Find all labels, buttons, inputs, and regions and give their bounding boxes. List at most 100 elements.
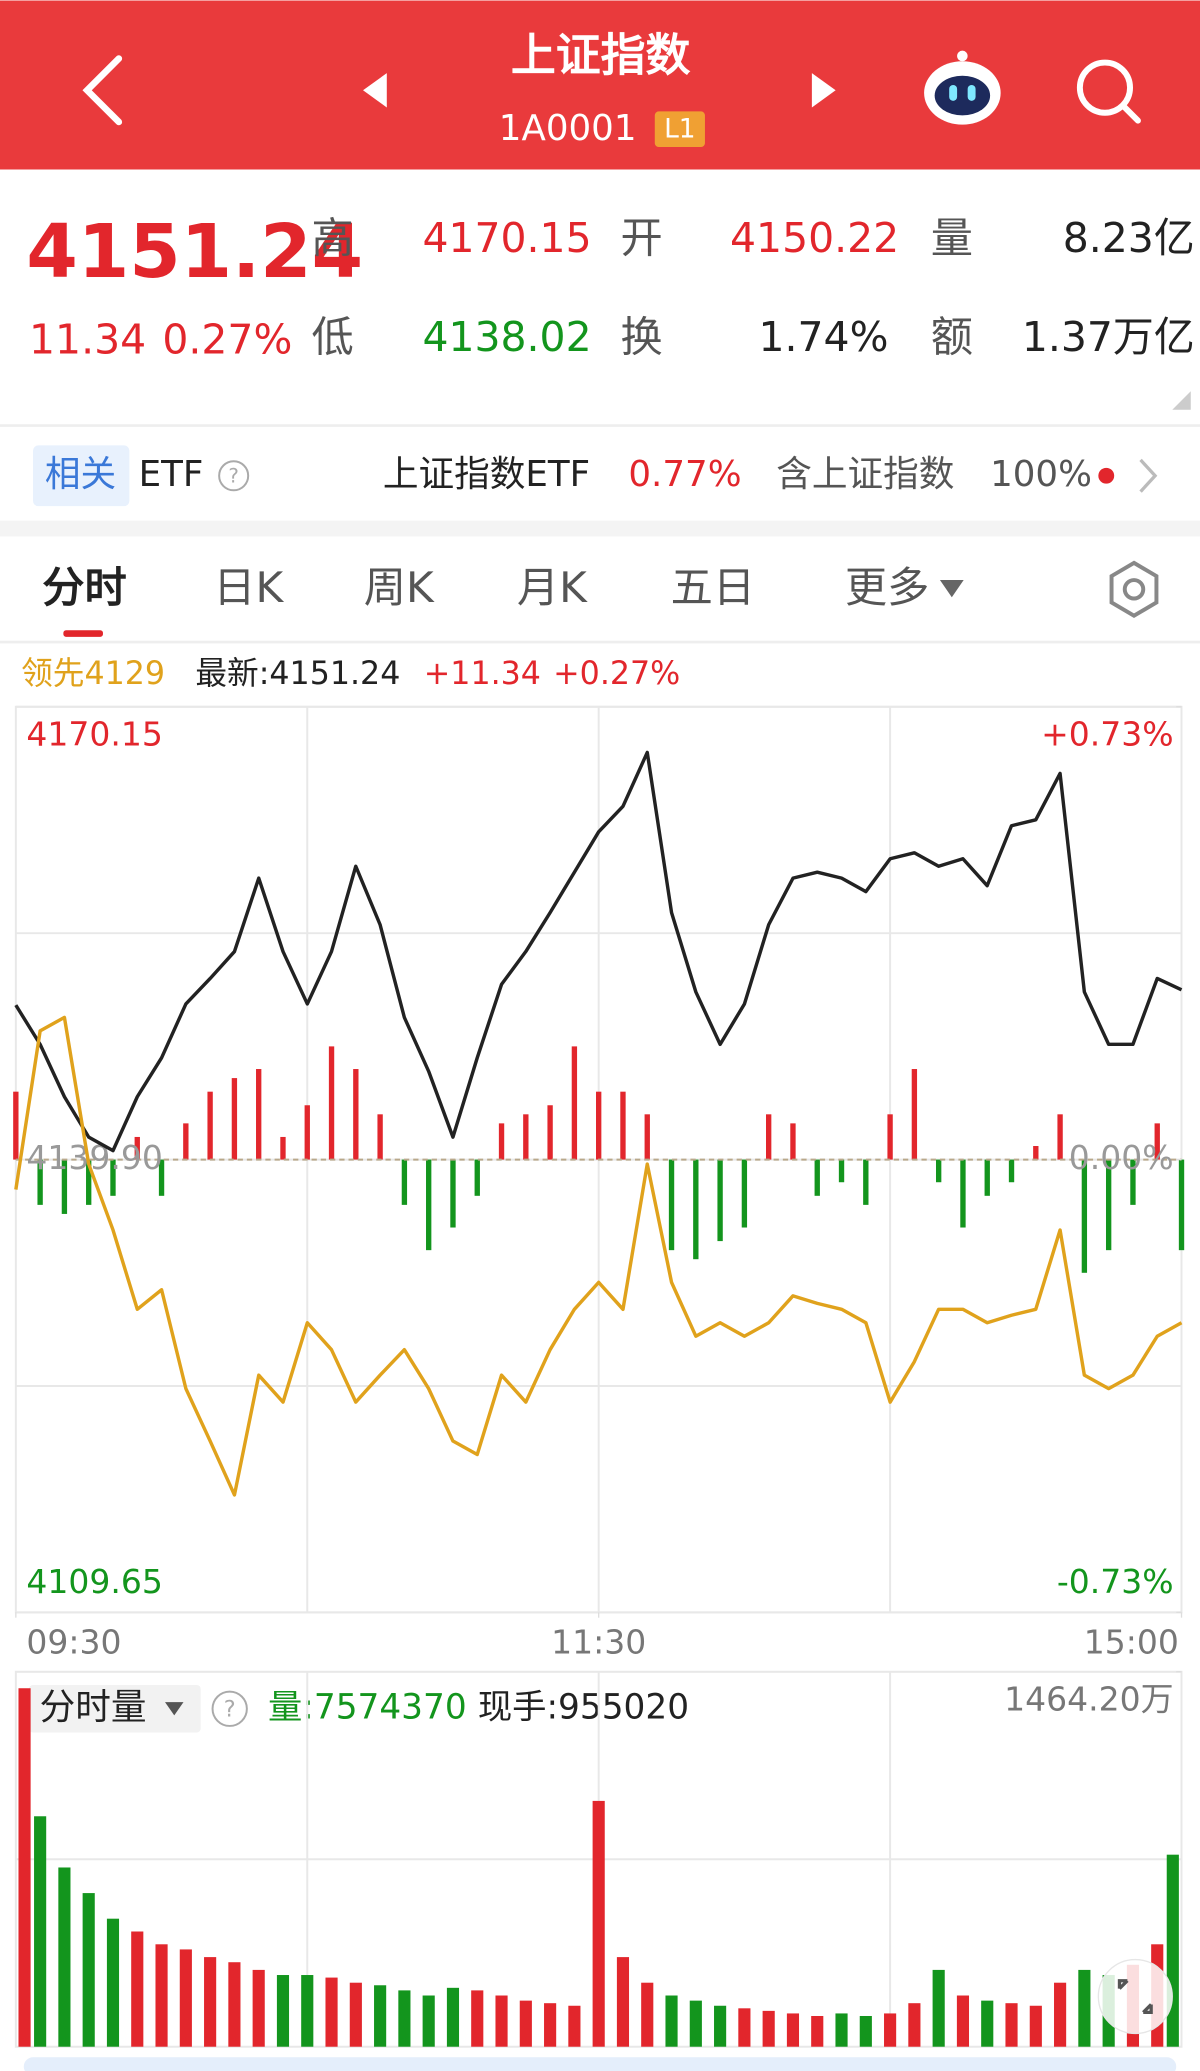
volume-bar: [592, 1800, 605, 2047]
x-tick-label: 09:30: [26, 1623, 121, 1662]
strength-bar: [620, 1091, 626, 1160]
help-icon[interactable]: [211, 1690, 248, 1727]
field-value: 8.23亿: [1063, 214, 1195, 262]
help-icon: [218, 460, 250, 492]
latest-info: 最新:4151.24: [195, 656, 400, 692]
volume-bar: [58, 1867, 71, 2047]
strength-bar: [280, 1136, 286, 1160]
volume-bar: [446, 1987, 460, 2047]
strength-bar: [256, 1069, 262, 1160]
strength-bar: [863, 1159, 869, 1205]
price: 4151.24: [26, 209, 363, 295]
header-bar: [0, 0, 1200, 170]
volume-bar: [1078, 1969, 1091, 2047]
expand-corner[interactable]: [1172, 391, 1191, 410]
field-label: 量: [931, 213, 973, 262]
strength-bar: [231, 1078, 238, 1160]
strength-bar: [450, 1159, 456, 1228]
price-line: [14, 750, 1183, 1153]
robot-antenna: [957, 50, 968, 62]
volume-bar: [422, 1995, 435, 2047]
search-button[interactable]: [1076, 59, 1141, 124]
tab[interactable]: 分时: [42, 563, 126, 612]
y-tick-label: 4139.90: [26, 1138, 162, 1177]
strength-bar: [960, 1159, 966, 1228]
strength-bar: [1008, 1159, 1015, 1183]
settings-hex: [1109, 560, 1159, 618]
chevron: [1139, 458, 1158, 493]
volume-bar: [786, 2013, 800, 2047]
settings-button[interactable]: [1109, 560, 1159, 618]
tab[interactable]: 月K: [517, 563, 588, 612]
prev-button[interactable]: [363, 73, 387, 108]
strength-bar: [1130, 1159, 1136, 1205]
volume-bar: [82, 1893, 95, 2047]
volume-bar: [495, 1995, 508, 2047]
next-button[interactable]: [811, 73, 836, 108]
price-line: [14, 1015, 1183, 1497]
field-value: 4138.02: [422, 313, 591, 361]
tab[interactable]: 周K: [364, 563, 435, 612]
strength-bar: [37, 1159, 43, 1205]
volume-bar: [932, 1969, 945, 2047]
back-button[interactable]: [82, 55, 123, 126]
strength-bar: [1057, 1114, 1063, 1160]
robot-icon[interactable]: [924, 50, 1001, 125]
volume-bar: [106, 1918, 120, 2047]
volume-bar: [519, 2000, 532, 2047]
strength-bar: [1178, 1159, 1185, 1251]
strength-bar: [838, 1159, 845, 1183]
volume-bar: [641, 1982, 654, 2047]
tag-bg: [33, 445, 130, 507]
selector-arrow: [165, 1702, 184, 1716]
spacer: [0, 520, 1200, 537]
field-label: 低: [312, 312, 354, 361]
volume-bar: [689, 2000, 702, 2047]
field-label: 高: [312, 213, 354, 262]
volume-bar: [884, 2013, 897, 2047]
etf-row[interactable]: 相关 ETF ? 上证指数ETF 0.77% 含上证指数 100%: [33, 445, 1158, 507]
volume-bar: [544, 2003, 557, 2047]
robot-eye: [967, 85, 976, 101]
strength-bar: [474, 1159, 480, 1196]
strength-bar: [644, 1114, 650, 1160]
volume-bar: [835, 2013, 848, 2047]
y2-tick-label: +0.73%: [1041, 714, 1173, 753]
strength-bar: [766, 1114, 772, 1160]
robot-eye: [949, 85, 958, 101]
volume-bar: [665, 1995, 678, 2047]
strength-bar: [741, 1159, 748, 1228]
volume-title: 分时量: [40, 1687, 147, 1728]
strength-bar: [61, 1159, 68, 1214]
fullscreen-button[interactable]: [1097, 1958, 1173, 2035]
strength-bar: [13, 1091, 19, 1160]
volume-bar: [908, 2003, 921, 2047]
strength-bar: [935, 1159, 942, 1183]
volume-bar: [1054, 1982, 1067, 2047]
strength-bar: [668, 1159, 675, 1251]
volume-bar: [398, 1990, 411, 2047]
strength-bar: [596, 1091, 602, 1160]
volume-bar: [204, 1957, 217, 2047]
volume-bar: [738, 2008, 751, 2047]
tab[interactable]: 更多: [845, 563, 929, 612]
tab[interactable]: 五日: [671, 563, 755, 612]
strength-bar: [814, 1159, 820, 1196]
robot-face: [934, 75, 991, 116]
strength-bar: [86, 1159, 92, 1205]
strength-bar: [353, 1069, 359, 1160]
fullscreen-arrows: [1117, 1979, 1153, 2015]
volume-bar: [252, 1969, 265, 2047]
fullscreen-bg: [1097, 1958, 1173, 2035]
strength-bar: [401, 1159, 408, 1205]
volume-bar: [1005, 2003, 1018, 2047]
y2-tick-label: 0.00%: [1069, 1138, 1174, 1177]
volume-selector-bg[interactable]: [29, 1685, 201, 1733]
tab[interactable]: 日K: [213, 563, 284, 612]
bottom-bar: [23, 2057, 1177, 2071]
tab-bar: 分时 日K 周K 月K 五日 更多: [42, 563, 929, 612]
strength-bar: [426, 1159, 432, 1251]
settings-center: [1122, 578, 1146, 601]
